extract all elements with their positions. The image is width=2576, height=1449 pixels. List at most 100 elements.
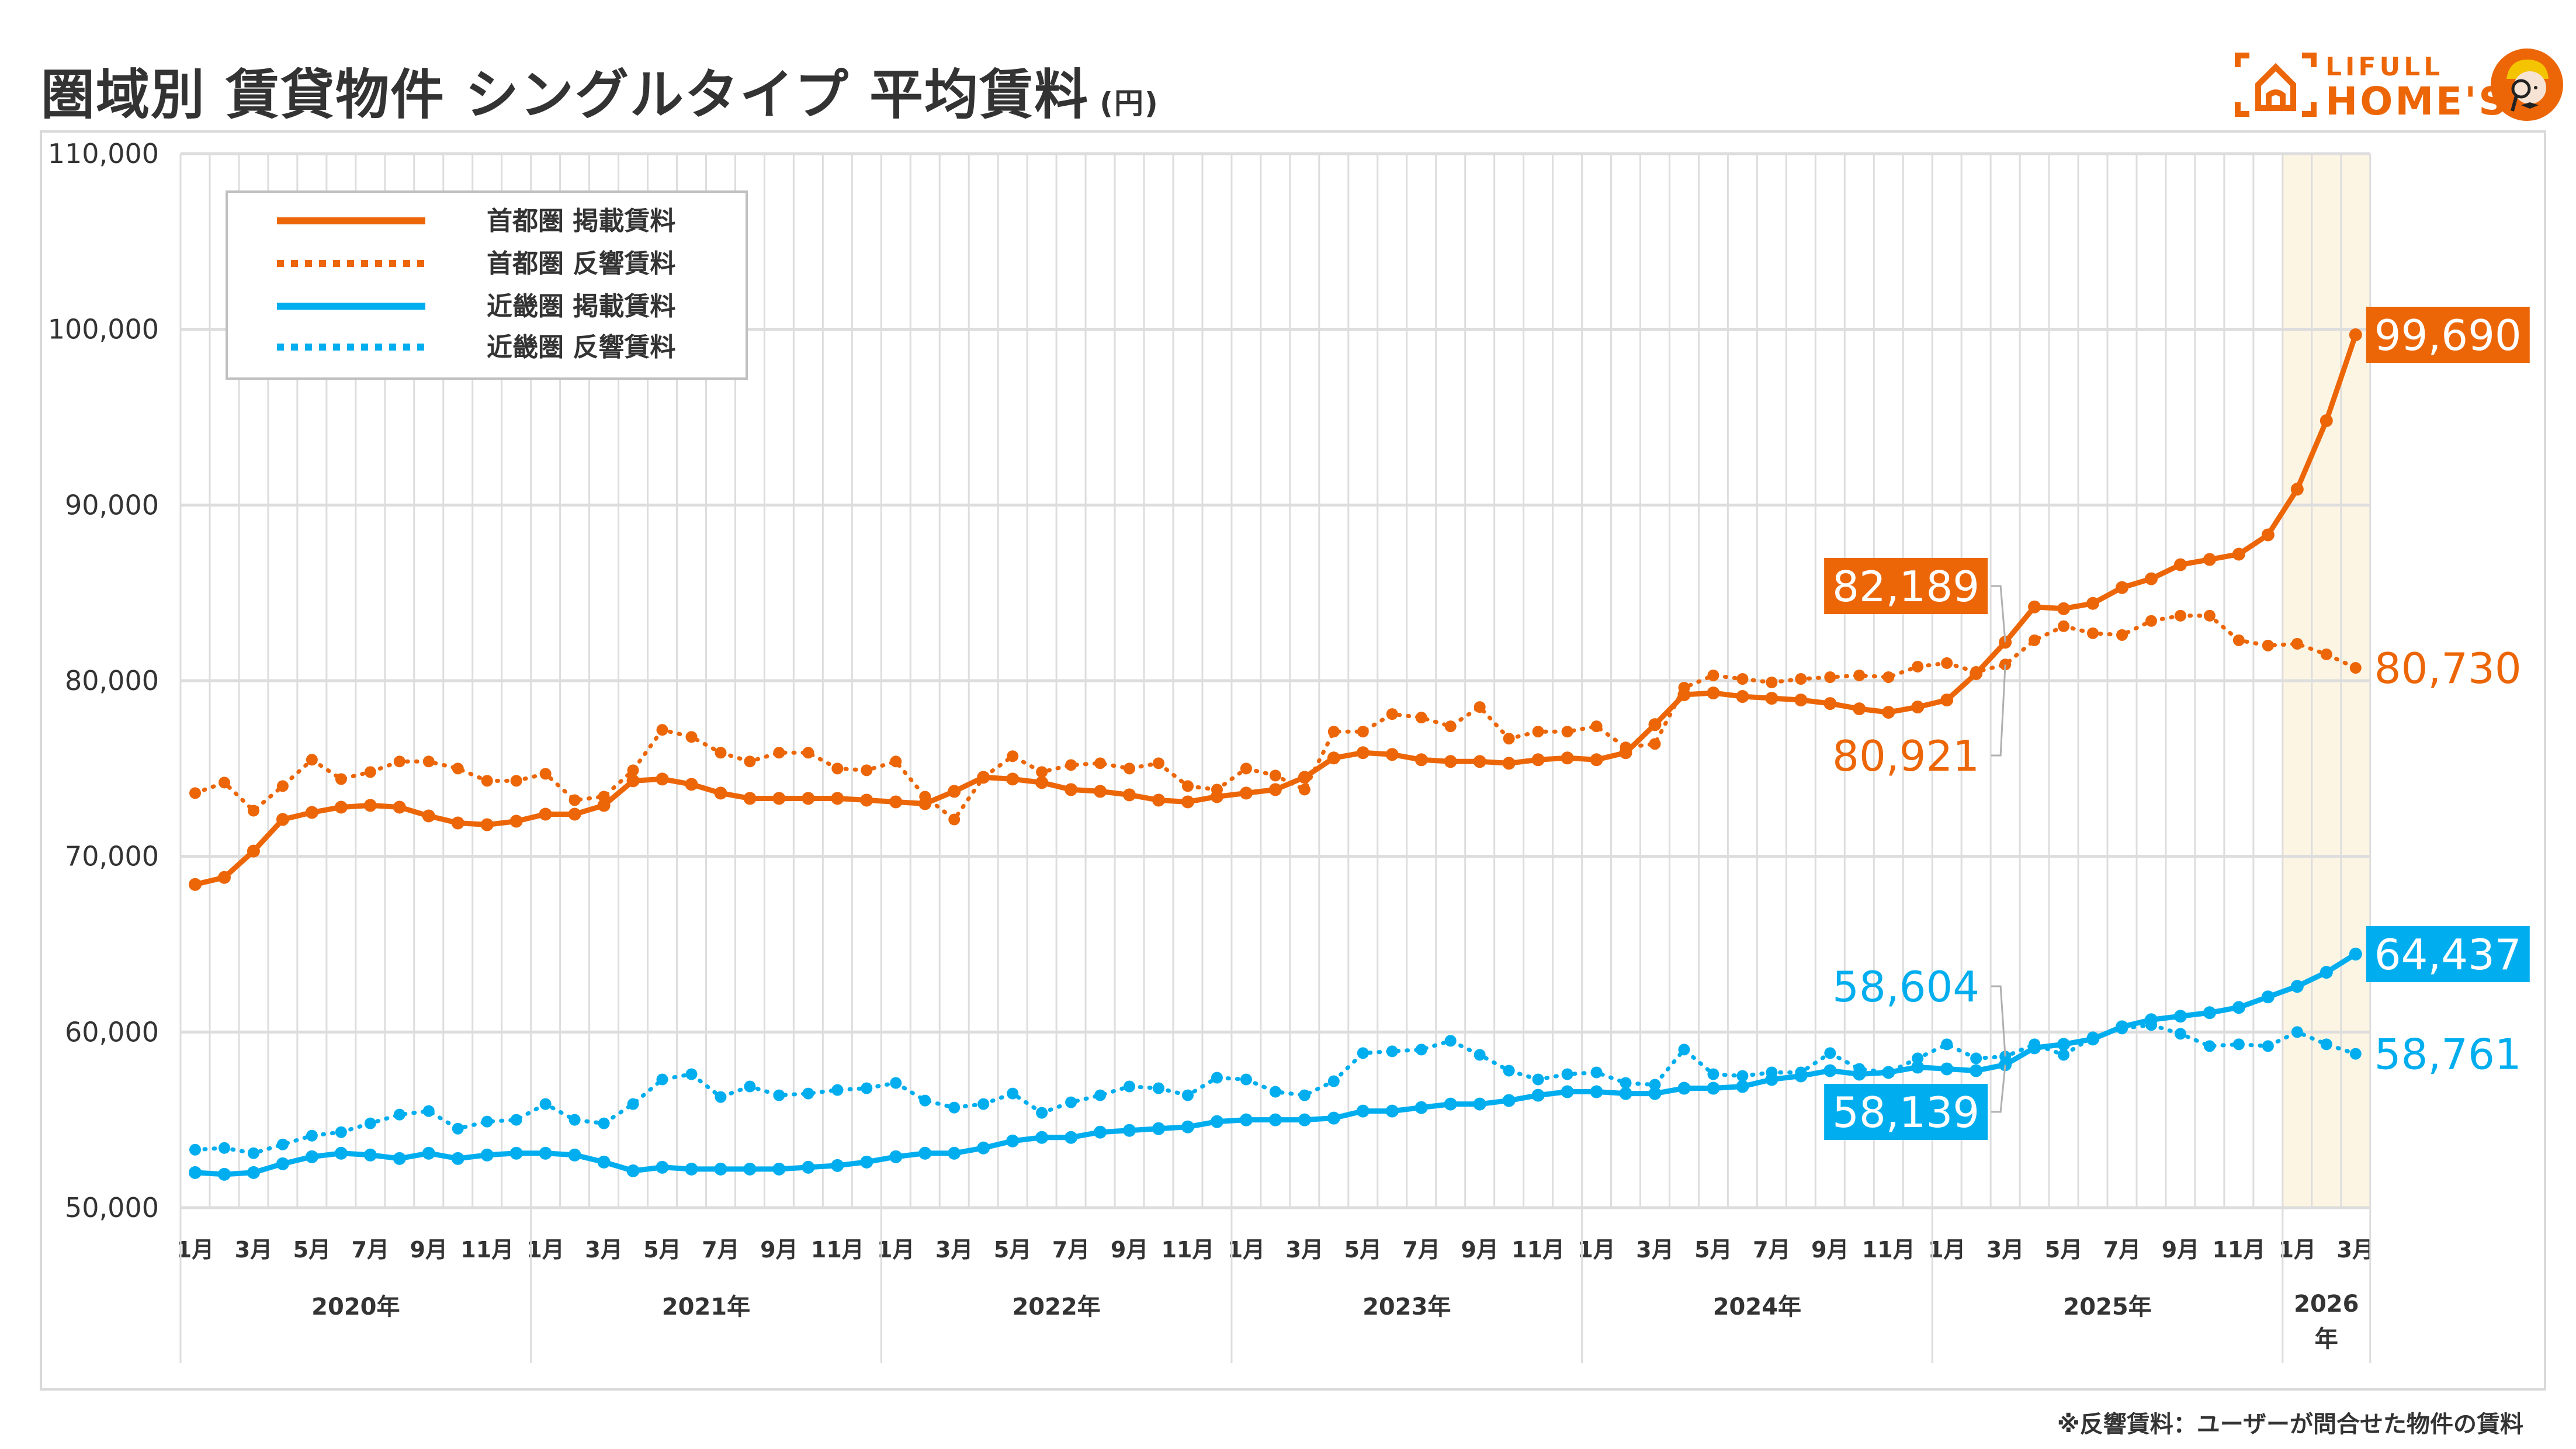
data-point <box>1795 672 1807 685</box>
data-point <box>422 1146 435 1160</box>
data-point <box>890 1077 902 1089</box>
data-point <box>714 786 727 800</box>
data-point <box>364 1117 376 1129</box>
data-point <box>919 791 931 803</box>
data-point <box>685 1162 698 1176</box>
data-point <box>539 1146 552 1160</box>
annotation-leader-line <box>1991 985 2006 1057</box>
data-point <box>685 731 698 743</box>
data-point <box>335 773 347 785</box>
data-point <box>2291 637 2303 650</box>
x-tick-label: 7月 <box>1753 1237 1790 1263</box>
x-tick-label: 11月 <box>811 1237 864 1263</box>
data-point <box>1007 1087 1019 1100</box>
data-point <box>1006 772 1020 786</box>
x-tick-label: 11月 <box>1511 1237 1565 1263</box>
annotation-leader-line <box>1991 1065 2006 1113</box>
annotation-label: 82,189 <box>1832 562 1979 611</box>
data-point <box>1561 1068 1573 1080</box>
x-tick-label: 3月 <box>1286 1237 1323 1263</box>
data-point <box>2320 1038 2332 1051</box>
data-point <box>2057 1038 2071 1051</box>
data-point <box>1181 780 1194 792</box>
data-point <box>1298 784 1310 796</box>
data-point <box>1415 1044 1427 1056</box>
data-point <box>1648 718 1662 732</box>
data-point <box>773 1089 785 1101</box>
data-point <box>889 795 903 809</box>
data-point <box>217 871 231 884</box>
data-point <box>1414 1101 1428 1114</box>
data-point <box>1677 1081 1691 1095</box>
footnote: ※反響賃料：ユーザーが問合せた物件の賃料 <box>2057 1411 2523 1438</box>
data-point <box>1065 759 1077 771</box>
data-point <box>627 1098 639 1110</box>
data-point <box>1882 1066 1895 1079</box>
data-point <box>2232 634 2245 646</box>
x-tick-label: 11月 <box>2212 1237 2265 1263</box>
data-point <box>802 792 815 805</box>
x-tick-label: 3月 <box>1986 1237 2024 1263</box>
data-point <box>743 792 757 805</box>
annotation-box <box>1824 1084 1988 1140</box>
data-point <box>948 813 961 826</box>
data-point <box>1123 1124 1136 1137</box>
data-point <box>1094 1125 1107 1139</box>
data-point <box>1707 669 1719 681</box>
x-tick-label: 3月 <box>2337 1237 2374 1263</box>
annotation-box <box>2366 925 2530 982</box>
data-point <box>1444 720 1457 733</box>
data-point <box>393 755 405 768</box>
data-point <box>2203 1006 2216 1020</box>
data-point <box>218 777 230 789</box>
y-tick-label: 90,000 <box>65 489 159 521</box>
data-point <box>2262 1040 2274 1052</box>
legend-label-kinki-inquiry: 近畿圏 反響賃料 <box>487 332 675 362</box>
data-point <box>2232 547 2245 561</box>
data-point <box>1502 757 1516 770</box>
data-point <box>918 1146 932 1160</box>
data-point <box>306 754 318 766</box>
annotation-label: 80,730 <box>2374 644 2522 693</box>
data-point <box>2320 414 2333 428</box>
data-point <box>2320 966 2333 979</box>
data-point <box>393 1152 406 1165</box>
data-point <box>217 1167 231 1181</box>
data-point <box>2203 1040 2216 1052</box>
data-point <box>626 1164 640 1177</box>
data-point <box>2116 581 2129 594</box>
data-point <box>1590 1085 1603 1098</box>
data-point <box>189 787 201 799</box>
data-point <box>1211 784 1223 796</box>
data-point <box>1065 783 1078 796</box>
data-point <box>189 1166 202 1179</box>
x-tick-label: 1月 <box>1578 1237 1615 1263</box>
data-point <box>1941 657 1953 669</box>
data-point <box>1153 757 1165 769</box>
data-point <box>2116 629 2128 641</box>
data-point <box>1268 1113 1282 1126</box>
data-point <box>1356 1104 1370 1118</box>
data-point <box>773 747 785 759</box>
data-point <box>2116 1022 2128 1035</box>
data-point <box>276 813 289 826</box>
data-point <box>568 1114 581 1126</box>
data-point <box>2262 639 2274 651</box>
x-tick-label: 9月 <box>1811 1237 1849 1263</box>
data-point <box>364 766 376 778</box>
data-point <box>1970 1064 1983 1077</box>
data-point <box>2173 1010 2187 1023</box>
data-point <box>218 1142 230 1154</box>
data-point <box>393 1108 405 1121</box>
x-tick-label: 1月 <box>526 1237 564 1263</box>
data-point <box>1007 750 1019 762</box>
data-point <box>1094 785 1107 798</box>
data-point <box>1298 771 1311 784</box>
data-point <box>656 724 668 736</box>
data-point <box>948 1146 961 1160</box>
data-point <box>1473 1097 1486 1111</box>
data-point <box>1444 1035 1457 1047</box>
data-point <box>1912 1052 1924 1065</box>
data-point <box>2349 1048 2362 1060</box>
annotation-label: 99,690 <box>2374 311 2522 360</box>
